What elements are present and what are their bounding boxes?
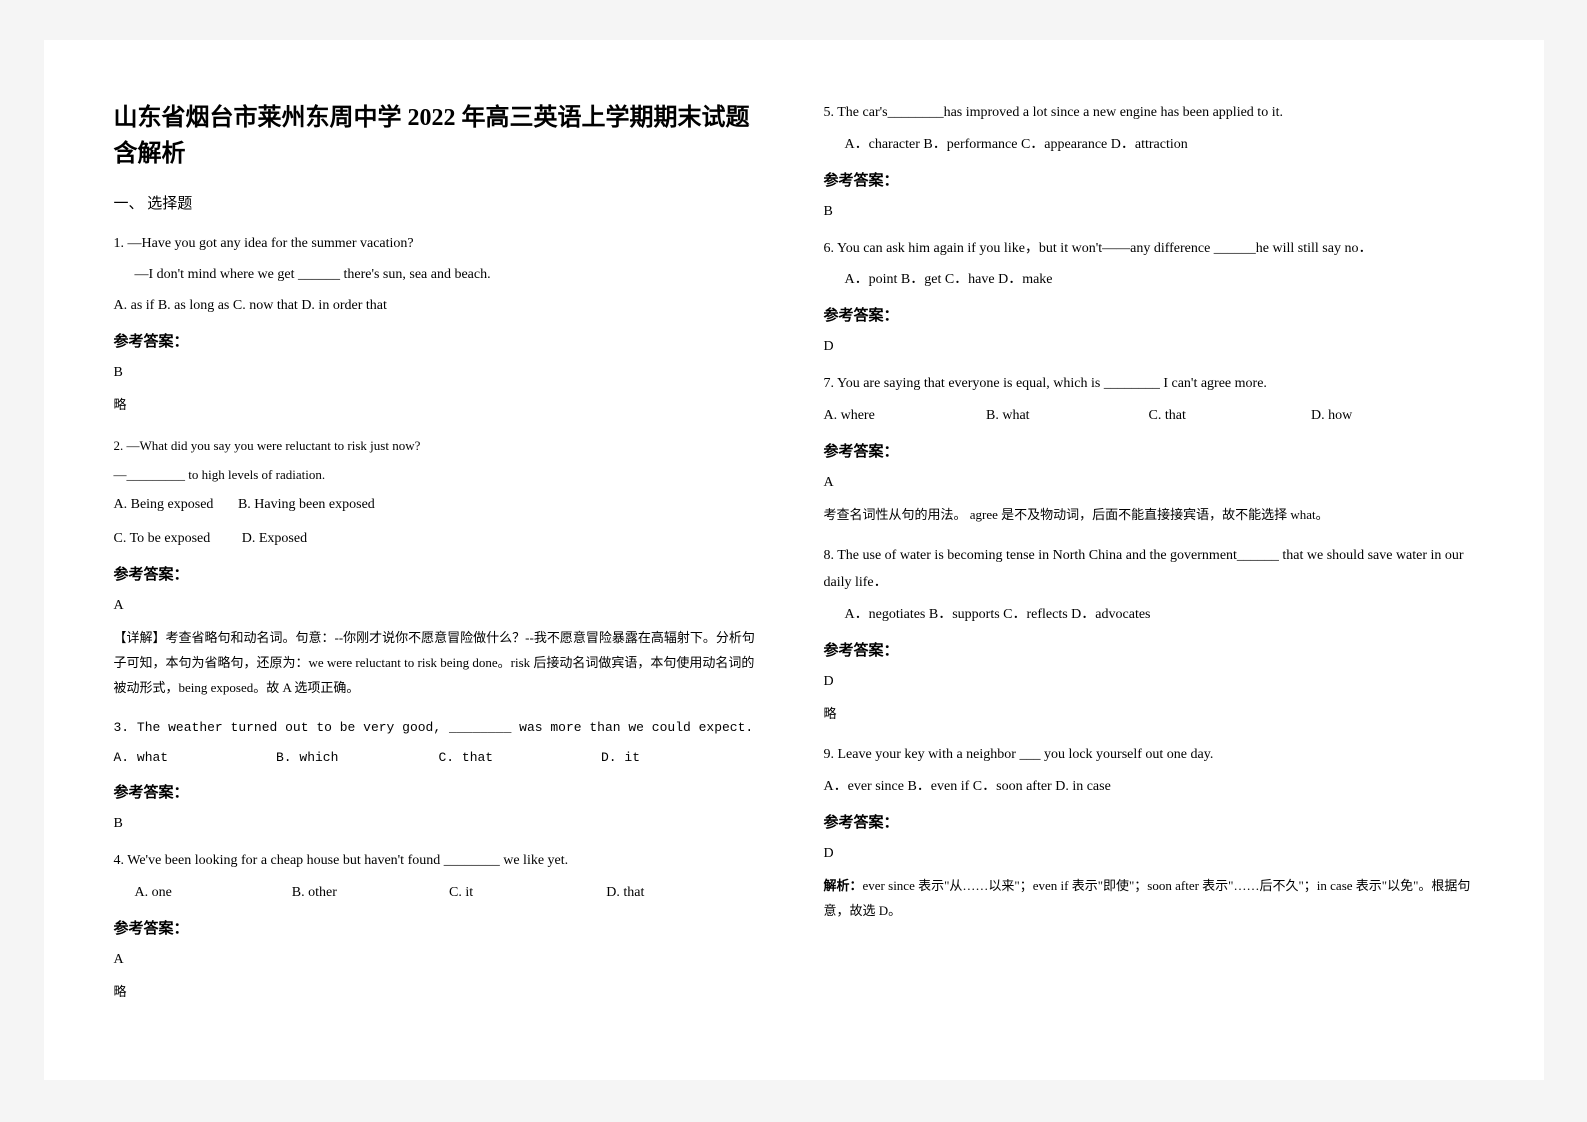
q3-optC: C. that [439, 745, 602, 771]
section-heading: 一、 选择题 [114, 192, 764, 213]
q3-optD: D. it [601, 745, 764, 771]
q3-answer-label: 参考答案： [114, 781, 764, 802]
q4-optC: C. it [449, 879, 606, 907]
q3-line1: 3. The weather turned out to be very goo… [114, 716, 764, 741]
q1-answer: B [114, 365, 764, 381]
q2-explain: 【详解】考查省略句和动名词。句意：--你刚才说你不愿意冒险做什么？--我不愿意冒… [114, 626, 764, 700]
q2-answer-label: 参考答案： [114, 563, 764, 584]
q7-line1: 7. You are saying that everyone is equal… [824, 371, 1474, 398]
q3-optA: A. what [114, 745, 277, 771]
q5-answer-label: 参考答案： [824, 169, 1474, 190]
q9-options: A．ever since B．even if C．soon after D. i… [824, 773, 1474, 801]
q2-line2: —_________ to high levels of radiation. [114, 463, 764, 488]
q4-answer: A [114, 952, 764, 968]
q1-line2: —I don't mind where we get ______ there'… [114, 262, 764, 289]
q3-optB: B. which [276, 745, 439, 771]
question-3: 3. The weather turned out to be very goo… [114, 716, 764, 832]
q2-optB: B. Having been exposed [238, 497, 375, 512]
q4-optD: D. that [606, 879, 763, 907]
question-5: 5. The car's________has improved a lot s… [824, 100, 1474, 220]
q2-line1: 2. —What did you say you were reluctant … [114, 434, 764, 459]
left-column: 山东省烟台市莱州东周中学 2022 年高三英语上学期期末试题含解析 一、 选择题… [114, 100, 764, 1020]
q2-answer: A [114, 598, 764, 614]
q4-note: 略 [114, 980, 764, 1005]
q2-opts-row2: C. To be exposed D. Exposed [114, 525, 764, 553]
q1-options: A. as if B. as long as C. now that D. in… [114, 292, 764, 320]
q2-optA: A. Being exposed [114, 497, 214, 512]
q2-optD: D. Exposed [242, 531, 307, 546]
question-2: 2. —What did you say you were reluctant … [114, 434, 764, 700]
q7-optB: B. what [986, 402, 1149, 430]
q1-note: 略 [114, 393, 764, 418]
q8-note: 略 [824, 702, 1474, 727]
q1-line1: 1. —Have you got any idea for the summer… [114, 231, 764, 258]
q4-options: A. one B. other C. it D. that [114, 879, 764, 907]
q6-answer: D [824, 339, 1474, 355]
q5-options: A．character B．performance C．appearance D… [824, 131, 1474, 159]
question-8: 8. The use of water is becoming tense in… [824, 543, 1474, 726]
q8-options: A．negotiates B．supports C．reflects D．adv… [824, 601, 1474, 629]
q6-answer-label: 参考答案： [824, 304, 1474, 325]
question-4: 4. We've been looking for a cheap house … [114, 848, 764, 1004]
q9-answer-label: 参考答案： [824, 811, 1474, 832]
document-title: 山东省烟台市莱州东周中学 2022 年高三英语上学期期末试题含解析 [114, 100, 764, 172]
q3-answer: B [114, 816, 764, 832]
right-column: 5. The car's________has improved a lot s… [824, 100, 1474, 1020]
q7-optA: A. where [824, 402, 987, 430]
q8-answer-label: 参考答案： [824, 639, 1474, 660]
q7-optC: C. that [1149, 402, 1312, 430]
q8-answer: D [824, 674, 1474, 690]
q9-line1: 9. Leave your key with a neighbor ___ yo… [824, 742, 1474, 769]
q7-answer-label: 参考答案： [824, 440, 1474, 461]
q5-answer: B [824, 204, 1474, 220]
q9-explain-bold: 解析： [824, 878, 863, 893]
q1-answer-label: 参考答案： [114, 330, 764, 351]
q4-line1: 4. We've been looking for a cheap house … [114, 848, 764, 875]
q4-answer-label: 参考答案： [114, 917, 764, 938]
question-9: 9. Leave your key with a neighbor ___ yo… [824, 742, 1474, 923]
question-7: 7. You are saying that everyone is equal… [824, 371, 1474, 527]
q7-options: A. where B. what C. that D. how [824, 402, 1474, 430]
q3-options: A. what B. which C. that D. it [114, 745, 764, 771]
q8-line1: 8. The use of water is becoming tense in… [824, 543, 1474, 596]
q7-answer: A [824, 475, 1474, 491]
q7-optD: D. how [1311, 402, 1474, 430]
q5-line1: 5. The car's________has improved a lot s… [824, 100, 1474, 127]
q2-opts-row1: A. Being exposed B. Having been exposed [114, 491, 764, 519]
q9-answer: D [824, 846, 1474, 862]
q2-optC: C. To be exposed [114, 531, 211, 546]
question-6: 6. You can ask him again if you like，but… [824, 236, 1474, 356]
q4-optA: A. one [135, 879, 292, 907]
q6-options: A．point B．get C．have D．make [824, 266, 1474, 294]
q7-explain: 考查名词性从句的用法。 agree 是不及物动词，后面不能直接接宾语，故不能选择… [824, 503, 1474, 528]
document-page: 山东省烟台市莱州东周中学 2022 年高三英语上学期期末试题含解析 一、 选择题… [44, 40, 1544, 1080]
question-1: 1. —Have you got any idea for the summer… [114, 231, 764, 418]
q4-optB: B. other [292, 879, 449, 907]
q6-line1: 6. You can ask him again if you like，but… [824, 236, 1474, 263]
q9-explain: 解析：ever since 表示"从……以来"；even if 表示"即使"；s… [824, 874, 1474, 923]
q9-explain-text: ever since 表示"从……以来"；even if 表示"即使"；soon… [824, 878, 1471, 918]
